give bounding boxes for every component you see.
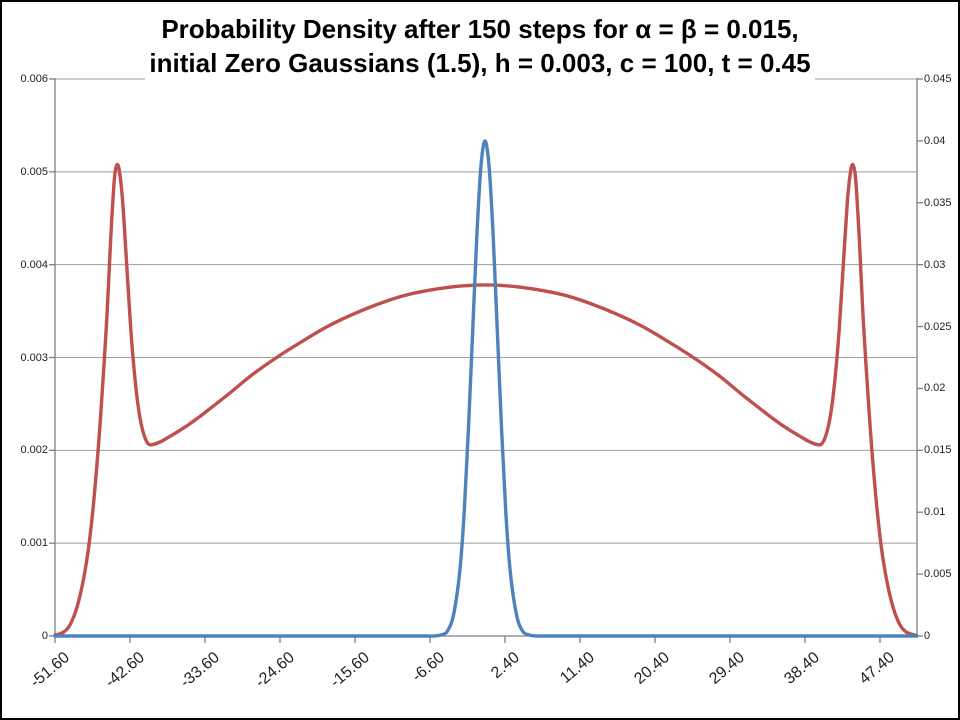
y-right-tick-label: 0.035: [924, 196, 952, 209]
chart-title-line1: Probability Density after 150 steps for …: [157, 12, 803, 46]
y-right-tick-label: 0: [924, 630, 931, 642]
series-narrow-gaussian-blue: [53, 139, 919, 638]
y-right-tick-label: 0.015: [924, 444, 952, 457]
y-left-tick-label: 0.003: [20, 351, 48, 364]
y-right-tick-label: 0.03: [924, 258, 946, 271]
y-right-tick-label: 0.045: [924, 73, 952, 85]
y-right-tick-label: 0.025: [924, 320, 952, 333]
series-bimodal-density-red: [53, 162, 917, 637]
chart-title-line2: initial Zero Gaussians (1.5), h = 0.003,…: [145, 46, 815, 80]
y-left-tick-label: 0.006: [20, 73, 48, 85]
y-left-tick-label: 0.002: [20, 444, 48, 457]
y-left-tick-label: 0: [41, 630, 48, 642]
chart-title: Probability Density after 150 steps for …: [2, 12, 958, 80]
y-left-tick-label: 0.005: [20, 165, 48, 178]
y-right-tick-label: 0.005: [924, 568, 952, 581]
y-right-tick-label: 0.04: [924, 134, 946, 147]
y-left-tick-label: 0.001: [20, 537, 48, 550]
y-right-tick-label: 0.02: [924, 382, 946, 395]
y-right-tick-label: 0.01: [924, 506, 946, 519]
y-left-tick-label: 0.004: [20, 258, 48, 271]
